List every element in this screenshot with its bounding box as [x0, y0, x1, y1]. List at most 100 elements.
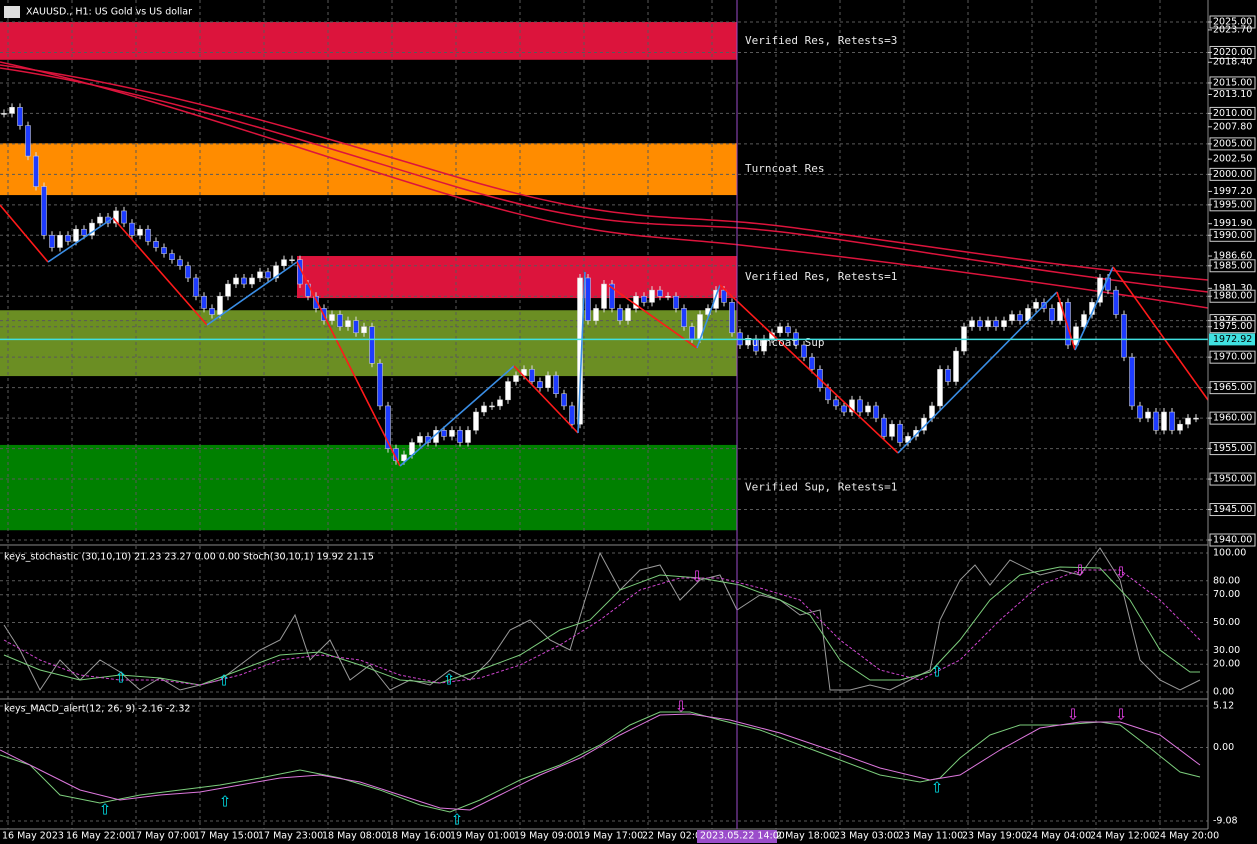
indicator-tick-label: -9.08: [1213, 816, 1238, 827]
time-label: 23 May 19:00: [962, 831, 1027, 842]
current-price-box: [1209, 333, 1255, 346]
candle-body: [9, 107, 15, 114]
candle-body: [257, 271, 263, 279]
candle-body: [233, 277, 239, 285]
candle-body: [529, 369, 535, 382]
candle-body: [937, 369, 943, 407]
candle-body: [41, 186, 47, 236]
candle-body: [417, 436, 423, 443]
candle-body: [553, 375, 559, 394]
candle-body: [1065, 302, 1071, 346]
candle-body: [137, 228, 143, 236]
price-label: 1960.00: [1213, 413, 1252, 424]
price-label: 2010.00: [1213, 108, 1252, 119]
candle-body: [777, 326, 783, 334]
candle-body: [241, 277, 247, 285]
cursor-time-box: [697, 830, 777, 843]
price-label: 1940.00: [1213, 535, 1252, 546]
candle-body: [641, 295, 647, 303]
time-label: 19 May 01:00: [450, 831, 515, 842]
candle-body: [873, 405, 879, 419]
price-label: 1997.20: [1213, 186, 1252, 197]
candle-body: [201, 295, 207, 309]
price-label: 1980.00: [1213, 291, 1252, 302]
time-label: 18 May 16:00: [386, 831, 451, 842]
candle-body: [1009, 314, 1015, 321]
sell-arrow: ⇩: [1115, 706, 1128, 724]
candle-body: [649, 289, 655, 303]
candle-body: [217, 295, 223, 315]
current-price-label: 1972.92: [1213, 334, 1252, 345]
candle-body: [377, 363, 383, 407]
buy-arrow: ⇧: [443, 671, 456, 689]
signal-arrows: ⇧ ⇧ ⇧ ⇧ ⇩ ⇩ ⇩ ⇧ ⇧ ⇧ ⇧ ⇩ ⇩ ⇩: [99, 562, 1128, 829]
indicator-tick-label: 80.00: [1213, 575, 1240, 586]
indicator-tick-label: 20.00: [1213, 659, 1240, 670]
candle-body: [897, 423, 903, 443]
candle-body: [601, 283, 607, 309]
candle-body: [537, 381, 543, 388]
time-label: 18 May 08:00: [322, 831, 387, 842]
zone: [297, 256, 737, 299]
price-label: 1975.00: [1213, 321, 1252, 332]
candle-body: [969, 320, 975, 327]
candle-body: [1081, 314, 1087, 327]
candle-body: [977, 320, 983, 327]
ma: [0, 61, 1209, 309]
candle-body: [889, 423, 895, 437]
chart-icon: [4, 6, 20, 18]
candle-body: [225, 283, 231, 297]
candle-body: [73, 228, 79, 242]
candle-body: [1049, 308, 1055, 321]
candle-body: [577, 277, 583, 425]
candle-body: [113, 210, 119, 224]
price-label: 2015.00: [1213, 77, 1252, 88]
candle-body: [465, 430, 471, 443]
candle-body: [593, 308, 599, 321]
candle-body: [945, 369, 951, 382]
candle-body: [673, 295, 679, 309]
stoch-signal: [3, 569, 1201, 686]
time-label: 24 May 20:00: [1154, 831, 1219, 842]
candle-body: [1017, 314, 1023, 321]
price-label: 1990.00: [1213, 230, 1252, 241]
candle-body: [585, 277, 591, 321]
price-label: 1945.00: [1213, 504, 1252, 515]
macd-main: [0, 711, 1201, 813]
sell-arrow: ⇩: [1067, 706, 1080, 724]
candle-body: [121, 210, 127, 224]
candle-body: [609, 283, 615, 309]
candle-body: [473, 411, 479, 431]
time-label: 22 May 18:00: [770, 831, 835, 842]
zone: [0, 444, 737, 531]
candle-body: [721, 289, 727, 303]
candle-body: [865, 405, 871, 413]
candle-body: [17, 107, 23, 126]
candle-body: [617, 308, 623, 321]
time-label: 17 May 15:00: [194, 831, 259, 842]
candle-body: [1001, 320, 1007, 327]
price-label: 2007.80: [1213, 121, 1252, 132]
candle-body: [449, 430, 455, 437]
sell-arrow: ⇩: [675, 698, 688, 716]
zone: [0, 22, 737, 60]
price-label: 1955.00: [1213, 443, 1252, 454]
indicator-tick-label: 70.00: [1213, 589, 1240, 600]
buy-arrow: ⇧: [219, 793, 232, 811]
candle-body: [361, 326, 367, 334]
time-label: 19 May 09:00: [514, 831, 579, 842]
time-label: 22 May 02:00: [642, 831, 707, 842]
candle-body: [1177, 423, 1183, 431]
macd-lines: [0, 711, 1201, 813]
candle-body: [129, 222, 135, 236]
zigzag-down: [296, 261, 401, 467]
candle-body: [193, 277, 199, 297]
price-label: 2025.00: [1213, 17, 1252, 28]
zigzag-up: [1074, 266, 1114, 351]
time-label: 24 May 04:00: [1026, 831, 1091, 842]
price-label: 1985.00: [1213, 260, 1252, 271]
candle-body: [281, 259, 287, 267]
candle-body: [49, 235, 55, 248]
